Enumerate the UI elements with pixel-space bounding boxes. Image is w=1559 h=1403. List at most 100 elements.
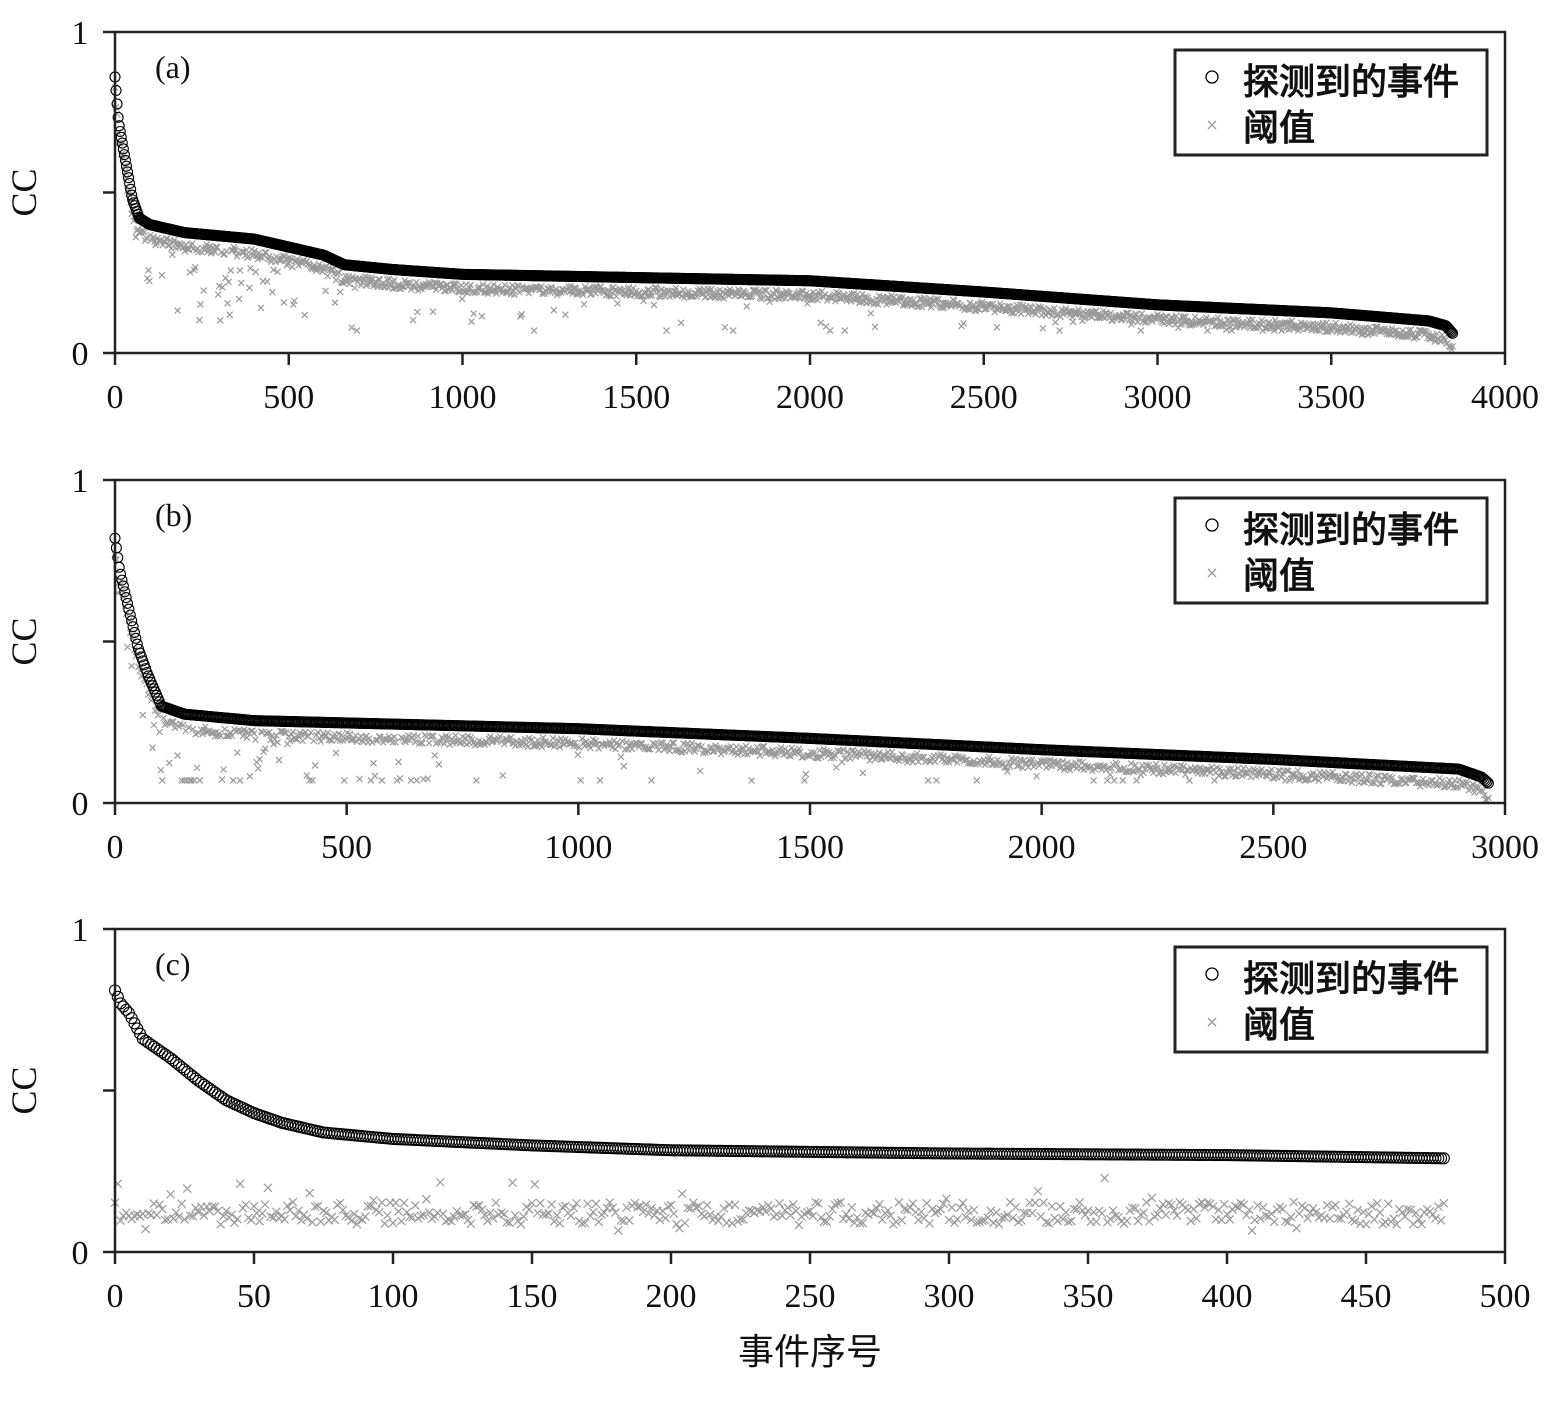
threshold-point: [844, 1214, 854, 1224]
threshold-point: [1030, 1198, 1040, 1208]
x-tick-label: 2000: [776, 379, 844, 416]
threshold-point: [774, 1198, 784, 1208]
threshold-point: [796, 295, 804, 303]
threshold-point: [617, 753, 625, 761]
threshold-point: [955, 1203, 965, 1212]
threshold-point: [394, 1206, 403, 1216]
threshold-point: [666, 1200, 676, 1210]
threshold-point: [938, 304, 946, 312]
threshold-point: [255, 1216, 264, 1226]
threshold-point: [704, 285, 712, 293]
threshold-point: [875, 1199, 884, 1209]
threshold-point: [1033, 772, 1040, 780]
threshold-point: [139, 711, 147, 719]
threshold-point: [263, 1183, 273, 1193]
threshold-point: [327, 266, 335, 273]
threshold-point: [149, 744, 156, 752]
threshold-point: [425, 739, 433, 747]
threshold-point: [369, 276, 376, 284]
threshold-point: [1332, 319, 1340, 327]
threshold-point: [517, 313, 524, 320]
threshold-point: [960, 320, 968, 327]
threshold-point: [310, 737, 318, 745]
threshold-point: [186, 268, 194, 276]
threshold-point: [1090, 776, 1097, 784]
x-axis-title: 事件序号: [738, 1332, 882, 1372]
threshold-point: [925, 1219, 934, 1228]
threshold-point: [1399, 327, 1406, 334]
threshold-point: [1161, 1210, 1171, 1220]
threshold-point: [221, 725, 229, 733]
threshold-point: [1119, 776, 1127, 784]
detected-event-point: [117, 143, 129, 155]
threshold-point: [1164, 1198, 1174, 1208]
threshold-point: [330, 1215, 340, 1224]
threshold-point: [655, 1215, 665, 1225]
threshold-point: [1075, 1197, 1085, 1207]
x-tick-label: 1500: [602, 379, 670, 416]
threshold-point: [530, 1179, 540, 1189]
threshold-point: [605, 292, 613, 300]
threshold-point: [707, 285, 715, 293]
threshold-point: [383, 276, 391, 283]
threshold-point: [335, 269, 343, 277]
threshold-point: [831, 297, 839, 305]
threshold-point: [472, 776, 480, 784]
detected-event-point: [121, 166, 134, 178]
threshold-point: [144, 266, 152, 274]
threshold-point: [874, 300, 882, 308]
threshold-point: [1006, 302, 1013, 310]
threshold-point: [508, 1178, 517, 1188]
threshold-point: [177, 1199, 187, 1209]
detected-event-point: [116, 137, 128, 149]
threshold-point: [227, 266, 235, 274]
x-tick-label: 2000: [1008, 829, 1076, 866]
x-tick-label: 500: [321, 829, 372, 866]
threshold-point: [713, 1216, 723, 1226]
threshold-point: [975, 306, 983, 314]
threshold-point: [1114, 1212, 1124, 1222]
threshold-point: [858, 298, 865, 306]
threshold-point: [574, 751, 582, 759]
threshold-point: [1437, 338, 1445, 345]
threshold-point: [142, 234, 150, 242]
threshold-point: [132, 233, 140, 241]
threshold-point: [478, 312, 486, 320]
threshold-point: [491, 1198, 501, 1208]
threshold-point: [448, 286, 456, 294]
threshold-point: [224, 299, 232, 307]
threshold-point: [1347, 329, 1355, 337]
threshold-point: [236, 776, 244, 784]
threshold-point: [685, 746, 693, 754]
threshold-point: [1441, 336, 1449, 344]
threshold-point: [792, 292, 800, 300]
threshold-point: [424, 775, 432, 783]
threshold-point: [871, 323, 879, 331]
detected-event-point: [112, 111, 124, 123]
threshold-point: [624, 1216, 634, 1225]
threshold-point: [277, 1211, 287, 1220]
threshold-point: [748, 292, 756, 300]
threshold-point: [249, 1201, 259, 1211]
legend-label-threshold: 阈值: [1243, 556, 1315, 596]
threshold-point: [1228, 327, 1235, 334]
threshold-point: [226, 311, 234, 319]
threshold-point: [124, 643, 131, 651]
threshold-point: [933, 776, 940, 784]
threshold-point: [859, 769, 867, 777]
threshold-point: [650, 301, 658, 309]
threshold-point: [1144, 1216, 1154, 1226]
threshold-point: [748, 776, 756, 784]
threshold-point: [1033, 1186, 1043, 1196]
threshold-point: [702, 1200, 712, 1210]
x-tick-label: 3000: [1471, 829, 1539, 866]
threshold-point: [311, 762, 319, 769]
threshold-point: [441, 287, 448, 295]
threshold-point: [168, 251, 176, 259]
threshold-point: [591, 1199, 601, 1209]
threshold-point: [290, 297, 298, 305]
threshold-point: [196, 776, 204, 784]
threshold-point: [547, 1199, 556, 1209]
threshold-point: [275, 756, 283, 764]
detected-event-point: [126, 189, 138, 201]
